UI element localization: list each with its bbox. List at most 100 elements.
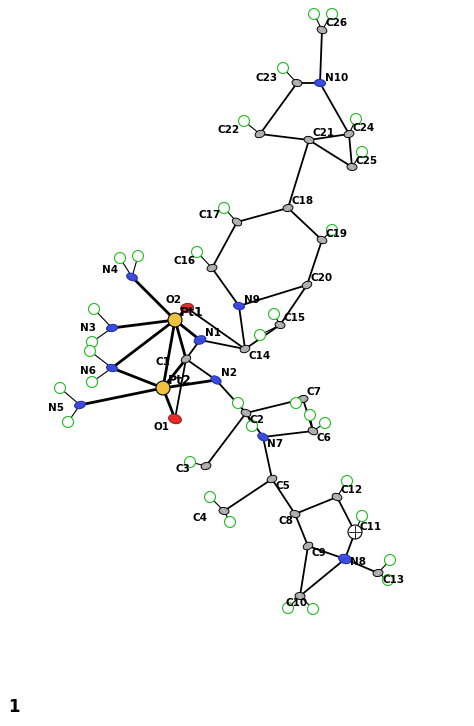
Text: C18: C18 bbox=[292, 196, 314, 206]
Circle shape bbox=[309, 9, 319, 20]
Circle shape bbox=[191, 247, 202, 258]
Text: N9: N9 bbox=[244, 295, 260, 305]
Circle shape bbox=[238, 115, 249, 126]
Circle shape bbox=[327, 9, 337, 20]
Text: N10: N10 bbox=[325, 73, 348, 83]
Circle shape bbox=[291, 398, 301, 409]
Circle shape bbox=[63, 417, 73, 428]
Text: N5: N5 bbox=[48, 403, 64, 413]
Text: C7: C7 bbox=[307, 387, 322, 397]
Text: C16: C16 bbox=[174, 256, 196, 266]
Ellipse shape bbox=[275, 322, 285, 329]
Ellipse shape bbox=[127, 273, 137, 281]
Circle shape bbox=[168, 313, 182, 327]
Text: C3: C3 bbox=[175, 464, 190, 474]
Text: C13: C13 bbox=[383, 575, 405, 585]
Ellipse shape bbox=[315, 79, 326, 86]
Circle shape bbox=[225, 516, 236, 528]
Ellipse shape bbox=[373, 569, 383, 576]
Text: C2: C2 bbox=[250, 415, 265, 425]
Circle shape bbox=[219, 203, 229, 213]
Circle shape bbox=[246, 420, 257, 431]
Circle shape bbox=[233, 398, 244, 409]
Ellipse shape bbox=[74, 401, 85, 409]
Ellipse shape bbox=[232, 218, 242, 226]
Circle shape bbox=[384, 555, 395, 566]
Circle shape bbox=[89, 303, 100, 314]
Ellipse shape bbox=[302, 281, 312, 289]
Circle shape bbox=[133, 250, 144, 261]
Text: 1: 1 bbox=[8, 698, 19, 716]
Text: C20: C20 bbox=[311, 273, 333, 283]
Text: O2: O2 bbox=[166, 295, 182, 305]
Ellipse shape bbox=[240, 346, 250, 353]
Ellipse shape bbox=[194, 335, 206, 344]
Circle shape bbox=[383, 574, 393, 585]
Text: C21: C21 bbox=[313, 128, 335, 138]
Circle shape bbox=[115, 253, 126, 264]
Ellipse shape bbox=[317, 236, 327, 244]
Ellipse shape bbox=[344, 131, 354, 138]
Ellipse shape bbox=[290, 510, 300, 518]
Text: C23: C23 bbox=[256, 73, 278, 83]
Ellipse shape bbox=[332, 493, 342, 501]
Ellipse shape bbox=[255, 130, 265, 138]
Ellipse shape bbox=[338, 555, 351, 563]
Circle shape bbox=[204, 492, 216, 502]
Ellipse shape bbox=[308, 427, 318, 435]
Text: N1: N1 bbox=[205, 328, 221, 338]
Circle shape bbox=[184, 457, 195, 468]
Ellipse shape bbox=[234, 303, 245, 309]
Circle shape bbox=[55, 383, 65, 393]
Text: C25: C25 bbox=[356, 156, 378, 166]
Text: C6: C6 bbox=[317, 433, 332, 443]
Circle shape bbox=[277, 62, 289, 73]
Ellipse shape bbox=[295, 592, 305, 600]
Ellipse shape bbox=[298, 396, 308, 402]
Circle shape bbox=[327, 224, 337, 235]
Ellipse shape bbox=[304, 136, 314, 144]
Text: C15: C15 bbox=[284, 313, 306, 323]
Circle shape bbox=[356, 510, 367, 521]
Text: N3: N3 bbox=[80, 323, 96, 333]
Circle shape bbox=[86, 336, 98, 348]
Text: C1: C1 bbox=[155, 357, 170, 367]
Text: Pt2: Pt2 bbox=[168, 373, 192, 386]
Ellipse shape bbox=[348, 525, 362, 539]
Text: N4: N4 bbox=[102, 265, 118, 275]
Ellipse shape bbox=[241, 409, 251, 417]
Ellipse shape bbox=[347, 163, 357, 171]
Circle shape bbox=[350, 113, 362, 124]
Circle shape bbox=[86, 377, 98, 388]
Circle shape bbox=[308, 603, 319, 614]
Text: C10: C10 bbox=[286, 598, 308, 608]
Circle shape bbox=[268, 309, 280, 319]
Text: C14: C14 bbox=[249, 351, 271, 361]
Text: C12: C12 bbox=[341, 485, 363, 495]
Ellipse shape bbox=[219, 507, 229, 515]
Circle shape bbox=[283, 603, 293, 613]
Ellipse shape bbox=[211, 376, 221, 384]
Text: C11: C11 bbox=[360, 522, 382, 532]
Ellipse shape bbox=[207, 264, 217, 272]
Circle shape bbox=[84, 346, 95, 356]
Text: C24: C24 bbox=[353, 123, 375, 133]
Text: N6: N6 bbox=[80, 366, 96, 376]
Text: N7: N7 bbox=[267, 439, 283, 449]
Ellipse shape bbox=[303, 542, 313, 550]
Text: C5: C5 bbox=[276, 481, 291, 491]
Ellipse shape bbox=[181, 303, 193, 313]
Ellipse shape bbox=[107, 364, 118, 372]
Text: C17: C17 bbox=[199, 210, 221, 220]
Circle shape bbox=[255, 330, 265, 340]
Ellipse shape bbox=[258, 433, 268, 441]
Circle shape bbox=[341, 476, 353, 486]
Text: C26: C26 bbox=[326, 18, 348, 28]
Ellipse shape bbox=[201, 462, 211, 470]
Text: N2: N2 bbox=[221, 368, 237, 378]
Ellipse shape bbox=[292, 79, 302, 86]
Text: C4: C4 bbox=[193, 513, 208, 523]
Text: C22: C22 bbox=[218, 125, 240, 135]
Ellipse shape bbox=[267, 476, 277, 483]
Text: O1: O1 bbox=[154, 422, 170, 432]
